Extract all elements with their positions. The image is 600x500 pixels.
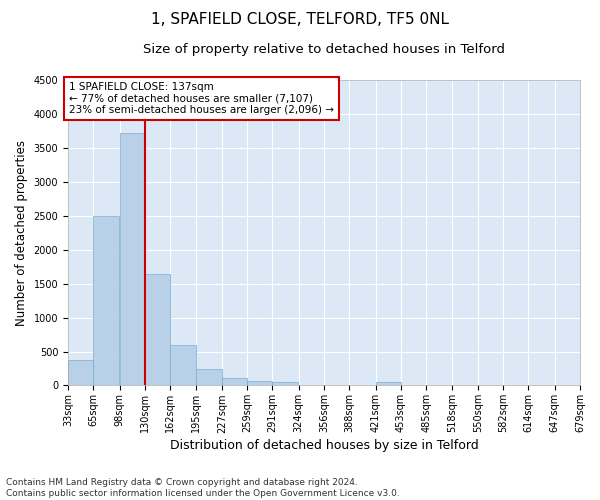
Bar: [170, 344, 196, 386]
Title: Size of property relative to detached houses in Telford: Size of property relative to detached ho…: [143, 42, 505, 56]
X-axis label: Distribution of detached houses by size in Telford: Distribution of detached houses by size …: [170, 440, 478, 452]
Text: 1 SPAFIELD CLOSE: 137sqm
← 77% of detached houses are smaller (7,107)
23% of sem: 1 SPAFIELD CLOSE: 137sqm ← 77% of detach…: [69, 82, 334, 115]
Bar: [272, 382, 298, 386]
Bar: [196, 369, 222, 386]
Bar: [222, 378, 247, 386]
Bar: [68, 360, 94, 386]
Bar: [376, 382, 401, 386]
Bar: [94, 216, 119, 386]
Bar: [247, 382, 272, 386]
Y-axis label: Number of detached properties: Number of detached properties: [15, 140, 28, 326]
Bar: [145, 274, 170, 386]
Text: 1, SPAFIELD CLOSE, TELFORD, TF5 0NL: 1, SPAFIELD CLOSE, TELFORD, TF5 0NL: [151, 12, 449, 28]
Text: Contains HM Land Registry data © Crown copyright and database right 2024.
Contai: Contains HM Land Registry data © Crown c…: [6, 478, 400, 498]
Bar: [119, 133, 145, 386]
